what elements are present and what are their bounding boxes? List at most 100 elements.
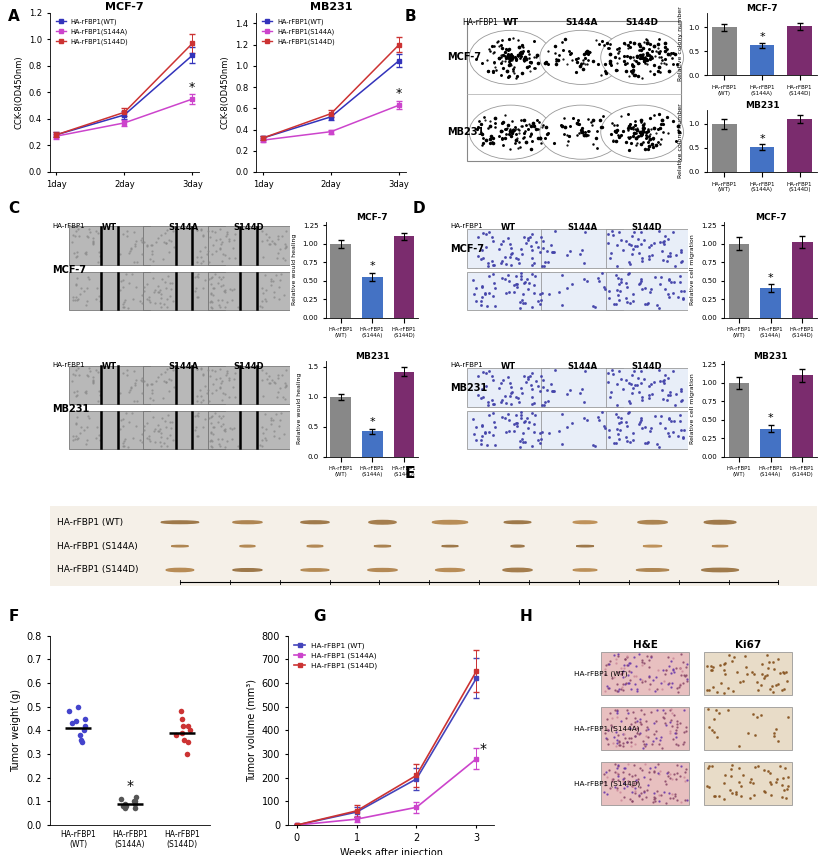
Circle shape	[601, 30, 684, 85]
Text: *: *	[370, 417, 375, 428]
FancyBboxPatch shape	[601, 652, 690, 695]
FancyBboxPatch shape	[143, 227, 224, 265]
Point	[127, 794, 140, 808]
Text: MB231: MB231	[450, 382, 488, 392]
Bar	[394, 372, 414, 457]
Text: HA-rFBP1 (S144D): HA-rFBP1 (S144D)	[574, 780, 640, 787]
Text: HA-rFBP1: HA-rFBP1	[52, 363, 84, 369]
Text: E: E	[404, 466, 415, 481]
Ellipse shape	[369, 521, 396, 524]
Point	[174, 705, 187, 718]
Text: MB231: MB231	[447, 127, 484, 137]
Ellipse shape	[368, 569, 397, 571]
Point	[74, 733, 87, 746]
Y-axis label: Relative colony number: Relative colony number	[677, 103, 683, 178]
Bar	[750, 147, 774, 172]
Ellipse shape	[573, 521, 596, 523]
Text: S144A: S144A	[565, 18, 597, 27]
FancyBboxPatch shape	[704, 652, 792, 695]
Point	[183, 723, 196, 737]
Point	[119, 799, 132, 813]
Point	[75, 735, 88, 749]
Bar	[792, 375, 813, 457]
Title: MCF-7: MCF-7	[755, 213, 786, 221]
Bar	[792, 242, 813, 317]
Ellipse shape	[637, 569, 668, 571]
Text: D: D	[412, 201, 425, 216]
Text: MB231: MB231	[52, 404, 89, 414]
Title: MCF-7: MCF-7	[746, 3, 778, 13]
Text: *: *	[768, 413, 773, 423]
Point	[175, 726, 188, 740]
Ellipse shape	[233, 569, 262, 571]
Text: S144D: S144D	[233, 223, 264, 232]
Point	[115, 793, 128, 806]
FancyBboxPatch shape	[143, 410, 224, 449]
Title: MB231: MB231	[753, 351, 788, 361]
Text: H: H	[520, 609, 532, 624]
Point	[119, 802, 132, 816]
Text: S144D: S144D	[632, 363, 662, 371]
Bar	[712, 27, 737, 75]
Point	[182, 735, 195, 749]
FancyBboxPatch shape	[68, 366, 150, 404]
Circle shape	[469, 30, 552, 85]
Text: HA-rFBP1: HA-rFBP1	[450, 223, 483, 229]
Bar	[362, 432, 383, 457]
Y-axis label: CCK-8(OD450nm): CCK-8(OD450nm)	[221, 56, 229, 129]
Text: Ki67: Ki67	[735, 640, 761, 651]
Legend: HA-rFBP1(WT), HA-rFBP1(S144A), HA-rFBP1(S144D): HA-rFBP1(WT), HA-rFBP1(S144A), HA-rFBP1(…	[53, 16, 131, 48]
Point	[63, 705, 76, 718]
FancyBboxPatch shape	[606, 229, 688, 268]
Text: H&E: H&E	[633, 640, 658, 651]
Y-axis label: Relative cell migration: Relative cell migration	[691, 234, 695, 305]
Point	[116, 799, 130, 813]
Ellipse shape	[442, 545, 458, 547]
Legend: HA-rFBP1(WT), HA-rFBP1(S144A), HA-rFBP1(S144D): HA-rFBP1(WT), HA-rFBP1(S144A), HA-rFBP1(…	[260, 16, 338, 48]
Point	[69, 714, 83, 728]
Point	[175, 711, 188, 725]
Bar	[712, 124, 737, 172]
Circle shape	[469, 105, 552, 159]
Title: MCF-7: MCF-7	[105, 2, 144, 12]
Point	[72, 700, 85, 714]
Text: MCF-7: MCF-7	[447, 52, 481, 62]
Point	[118, 797, 131, 811]
Text: S144D: S144D	[233, 363, 264, 371]
Text: G: G	[314, 609, 326, 624]
Bar	[728, 383, 749, 457]
Circle shape	[540, 30, 623, 85]
FancyBboxPatch shape	[68, 272, 150, 310]
Title: MB231: MB231	[355, 351, 389, 361]
FancyBboxPatch shape	[208, 272, 290, 310]
Ellipse shape	[503, 569, 532, 572]
Point	[73, 728, 87, 742]
FancyBboxPatch shape	[68, 410, 150, 449]
Text: HA-rFBP1: HA-rFBP1	[52, 223, 84, 229]
Legend: HA-rFBP1 (WT), HA-rFBP1 (S144A), HA-rFBP1 (S144D): HA-rFBP1 (WT), HA-rFBP1 (S144A), HA-rFBP…	[291, 640, 380, 672]
Ellipse shape	[644, 545, 662, 547]
Text: *: *	[759, 32, 765, 42]
Circle shape	[540, 105, 623, 159]
Point	[128, 794, 141, 808]
FancyBboxPatch shape	[704, 707, 792, 750]
Text: *: *	[370, 262, 375, 272]
Text: *: *	[396, 87, 402, 100]
FancyBboxPatch shape	[467, 369, 549, 407]
Text: *: *	[768, 273, 773, 282]
FancyBboxPatch shape	[606, 410, 688, 449]
Y-axis label: Relative would healing: Relative would healing	[297, 373, 302, 445]
Point	[177, 719, 190, 733]
Point	[66, 716, 79, 730]
Bar	[750, 45, 774, 75]
Text: S144A: S144A	[169, 223, 199, 232]
Point	[130, 790, 143, 804]
Ellipse shape	[577, 545, 594, 547]
Point	[79, 719, 92, 733]
FancyBboxPatch shape	[541, 369, 623, 407]
Text: A: A	[8, 9, 20, 24]
Point	[180, 747, 193, 761]
Ellipse shape	[702, 569, 738, 572]
Point	[129, 802, 142, 816]
Ellipse shape	[233, 521, 262, 523]
